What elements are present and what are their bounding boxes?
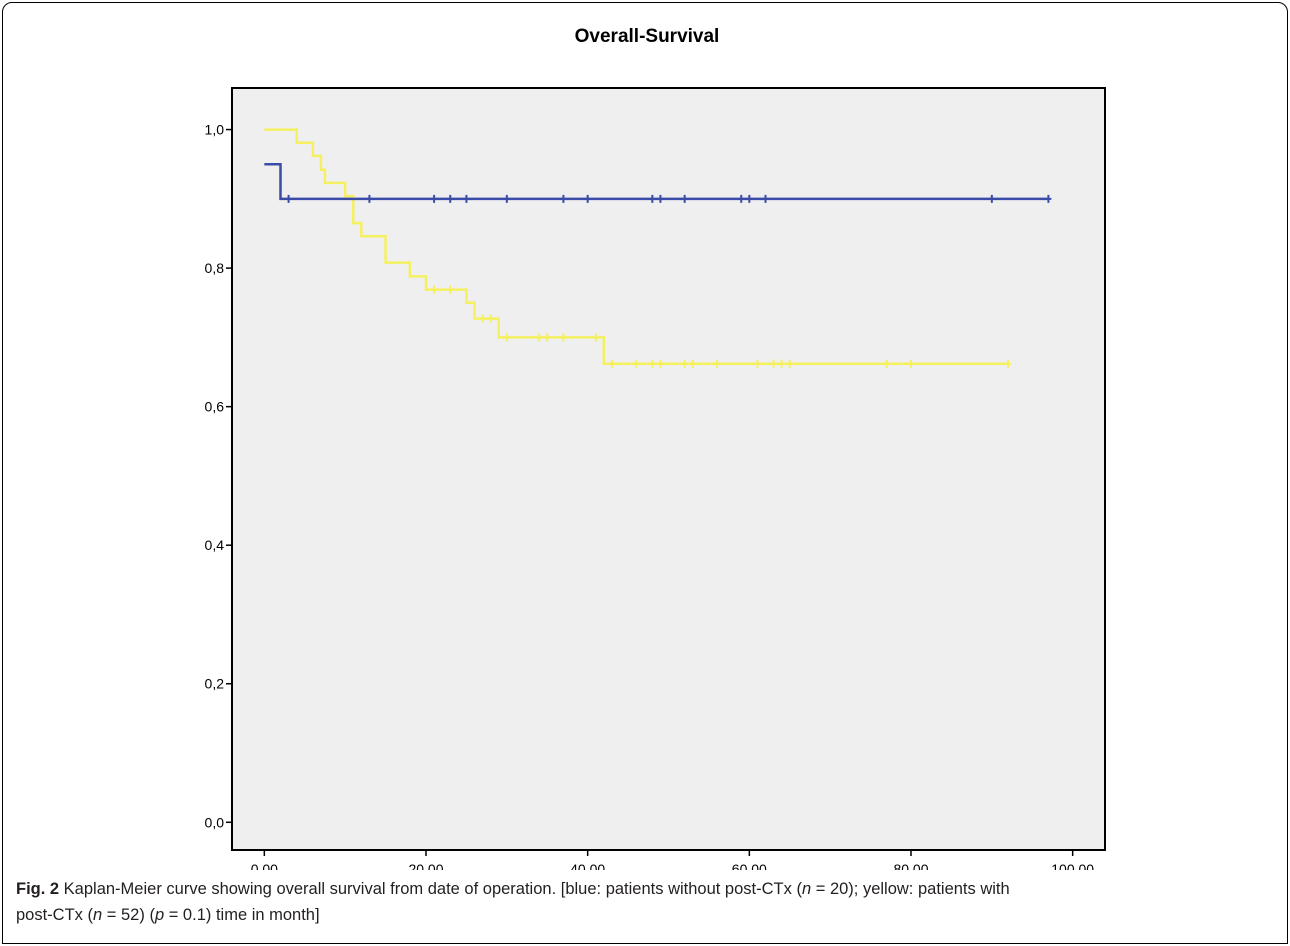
censor-mark <box>754 359 761 368</box>
caption-text-1: Kaplan-Meier curve showing overall survi… <box>59 880 802 898</box>
figure-label: Fig. 2 <box>16 880 60 898</box>
x-tick-label: 60,00 <box>732 861 767 870</box>
censor-mark <box>689 359 696 368</box>
censor-mark <box>1045 194 1052 203</box>
censor-mark <box>1005 359 1011 368</box>
censor-mark <box>503 194 510 203</box>
censor-mark <box>608 359 615 368</box>
censor-mark <box>431 194 438 203</box>
censor-mark <box>463 194 470 203</box>
censor-mark <box>633 359 640 368</box>
y-tick-label: 0,6 <box>205 399 225 415</box>
x-tick-label: 80,00 <box>893 861 928 870</box>
x-tick-label: 0,00 <box>251 861 278 870</box>
censor-mark <box>649 359 656 368</box>
censor-mark <box>738 194 745 203</box>
series-2 <box>264 162 1052 203</box>
censor-mark <box>681 359 688 368</box>
caption-n1-var: n <box>801 880 812 898</box>
censor-mark <box>908 359 914 368</box>
censor-mark <box>479 314 486 323</box>
censor-mark <box>503 333 510 342</box>
y-tick-label: 0,0 <box>205 814 225 830</box>
censor-mark <box>285 194 292 203</box>
censor-mark <box>786 359 793 368</box>
censor-mark <box>431 285 438 294</box>
y-tick-label: 0,2 <box>205 676 225 692</box>
censor-mark <box>447 285 454 294</box>
censor-mark <box>746 194 753 203</box>
y-axis: 0,0 0,2 0,4 0,6 0,8 1,0 <box>205 122 232 830</box>
y-tick-label: 0,8 <box>205 260 225 276</box>
survival-curve <box>264 128 1008 365</box>
chart-title: Overall-Survival <box>575 26 720 47</box>
censor-mark <box>988 194 995 203</box>
caption-n2-value: = 52) ( <box>102 906 155 924</box>
x-tick-label: 40,00 <box>570 861 605 870</box>
censor-mark <box>366 194 373 203</box>
censor-mark <box>762 194 769 203</box>
censor-mark <box>536 333 543 342</box>
censor-mark <box>592 333 599 342</box>
x-axis: 0,00 20,00 40,00 60,00 80,00 100,00 <box>251 850 1094 870</box>
censor-mark <box>487 314 494 323</box>
x-tick-label: 20,00 <box>408 861 443 870</box>
censor-mark <box>544 333 551 342</box>
censor-mark <box>657 359 664 368</box>
censor-mark <box>560 194 567 203</box>
plot-area <box>231 87 1106 851</box>
figure-caption: Fig. 2 Kaplan-Meier curve showing overal… <box>16 876 1271 928</box>
caption-text-2: post-CTx ( <box>16 906 94 924</box>
censor-mark <box>883 359 890 368</box>
censor-mark <box>447 194 454 203</box>
series-1 <box>264 128 1011 368</box>
censor-mark <box>657 194 664 203</box>
censor-mark <box>714 359 720 368</box>
censor-mark <box>778 359 785 368</box>
kaplan-meier-chart: Overall-Survival 0,0 0,2 0,4 0,6 0,8 1,0 0,00… <box>205 26 1106 870</box>
censor-mark <box>770 359 777 368</box>
caption-p-var: p <box>154 906 165 924</box>
caption-n1-value: = 20); yellow: patients with <box>811 880 1010 898</box>
survival-curve <box>264 162 1049 201</box>
censor-mark <box>649 194 656 203</box>
y-tick-label: 1,0 <box>205 122 225 138</box>
caption-n2-var: n <box>93 906 103 924</box>
caption-p-value: = 0.1) time in month] <box>164 906 320 924</box>
censor-mark <box>560 333 567 342</box>
series-layer <box>264 128 1052 368</box>
x-tick-label: 100,00 <box>1051 861 1094 870</box>
censor-mark <box>584 194 591 203</box>
censor-mark <box>681 194 688 203</box>
y-tick-label: 0,4 <box>205 537 225 553</box>
